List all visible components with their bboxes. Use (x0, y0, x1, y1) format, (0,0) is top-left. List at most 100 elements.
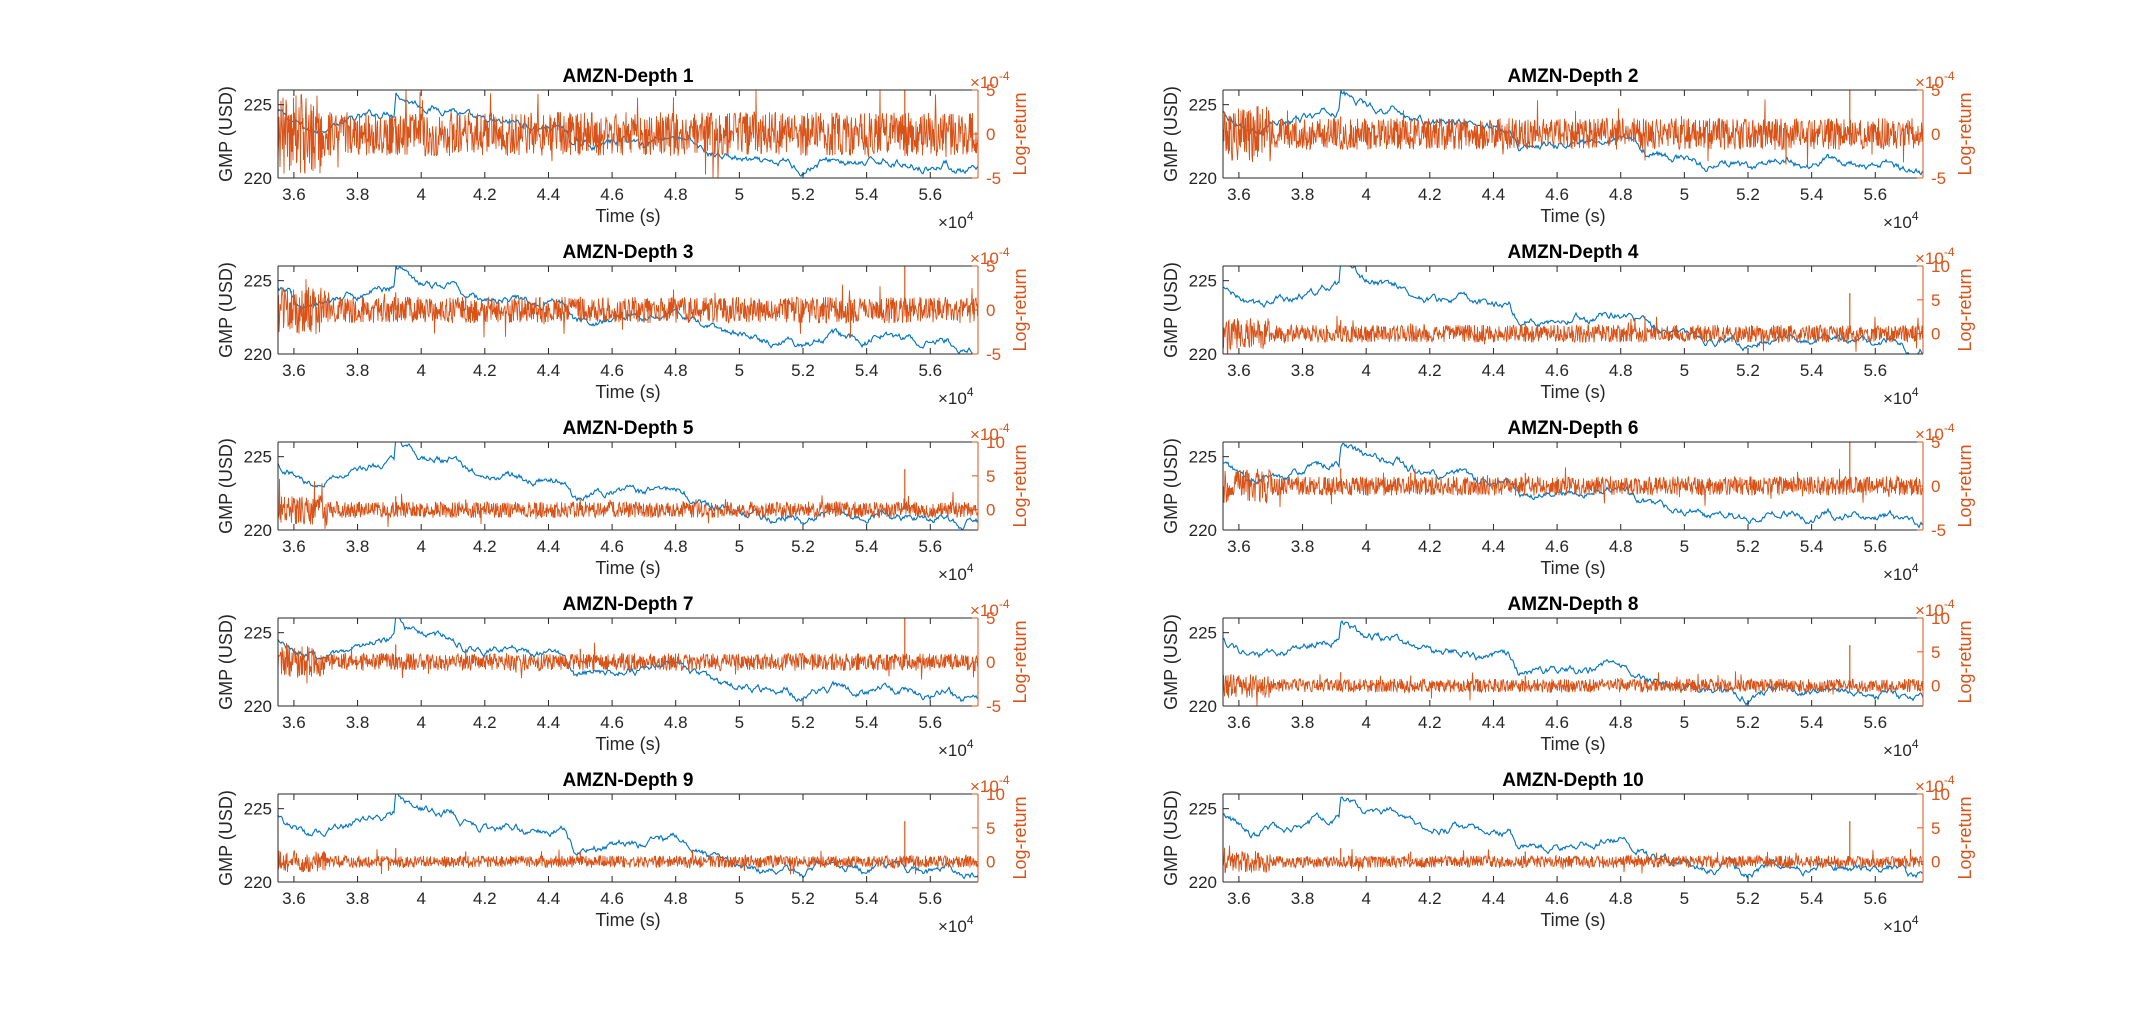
x-tick-label: 5.6 (918, 185, 942, 204)
y-right-multiplier-exp: -4 (999, 245, 1010, 259)
gmp-line (1223, 796, 1923, 879)
x-tick-label: 3.8 (1291, 537, 1315, 556)
x-multiplier-base: ×10 (1883, 917, 1912, 936)
y-right-multiplier-base: ×10 (1915, 249, 1944, 268)
y-right-multiplier-base: ×10 (1915, 425, 1944, 444)
x-multiplier-exp: 4 (1912, 561, 1919, 575)
y-right-tick-label: 5 (986, 257, 995, 276)
x-tick-label: 5 (1680, 185, 1689, 204)
x-multiplier: ×104 (938, 385, 974, 408)
x-tick-label: 5.4 (1800, 185, 1824, 204)
y-right-tick-label: 0 (986, 501, 995, 520)
x-tick-label: 4 (1361, 185, 1370, 204)
x-tick-label: 5.2 (791, 889, 815, 908)
subplot-title: AMZN-Depth 5 (563, 418, 694, 439)
log-return-line (278, 90, 978, 178)
y-left-axis-label: GMP (USD) (1161, 262, 1181, 358)
x-tick-label: 4.4 (537, 713, 561, 732)
x-tick-label: 4.6 (600, 889, 624, 908)
log-return-line (1223, 671, 1923, 706)
y-left-tick-label: 225 (244, 272, 272, 291)
x-tick-label: 5.4 (1800, 361, 1824, 380)
subplot-depth-3: 3.6 3.8 4 4.2 4.4 4.6 4.8 5 5.2 5.4 5.6 220 225 -5 0 5 A… (216, 242, 1030, 408)
x-tick-label: 5.4 (855, 185, 879, 204)
x-multiplier-exp: 4 (1912, 209, 1919, 223)
x-tick-label: 4 (1361, 713, 1370, 732)
x-tick-label: 4.6 (1545, 537, 1569, 556)
x-tick-label: 4.2 (473, 185, 497, 204)
x-multiplier-base: ×10 (938, 565, 967, 584)
y-right-multiplier-exp: -4 (1944, 773, 1955, 787)
x-tick-label: 4.8 (664, 713, 688, 732)
x-axis-label: Time (s) (1540, 910, 1605, 930)
y-right-tick-label: 5 (1931, 819, 1940, 838)
x-tick-label: 5.4 (855, 713, 879, 732)
y-right-tick-label: 10 (1931, 257, 1950, 276)
y-right-tick-label: 0 (1931, 853, 1940, 872)
log-return-line (1223, 845, 1923, 874)
x-tick-label: 5.4 (855, 889, 879, 908)
x-multiplier: ×104 (938, 737, 974, 760)
y-right-multiplier: ×10-4 (1915, 597, 1955, 620)
x-tick-label: 4.4 (537, 889, 561, 908)
subplot-depth-1: 3.6 3.8 4 4.2 4.4 4.6 4.8 5 5.2 5.4 5.6 220 225 -5 0 5 A… (216, 66, 1030, 232)
x-tick-label: 4.4 (1482, 185, 1506, 204)
y-right-tick-label: -5 (986, 697, 1001, 716)
x-tick-label: 4.2 (1418, 537, 1442, 556)
y-right-tick-label: 0 (1931, 325, 1940, 344)
x-tick-label: 4.6 (1545, 713, 1569, 732)
x-axis-label: Time (s) (595, 734, 660, 754)
x-tick-label: 4.6 (1545, 185, 1569, 204)
x-tick-label: 3.6 (282, 185, 306, 204)
x-tick-label: 3.8 (1291, 713, 1315, 732)
x-multiplier: ×104 (1883, 209, 1919, 232)
x-tick-label: 4.2 (473, 713, 497, 732)
x-axis-label: Time (s) (595, 558, 660, 578)
x-multiplier-exp: 4 (967, 209, 974, 223)
y-right-axis-label: Log-return (1955, 620, 1975, 703)
x-tick-label: 4.8 (664, 361, 688, 380)
y-right-tick-label: 10 (1931, 785, 1950, 804)
y-left-tick-label: 225 (1189, 96, 1217, 115)
y-right-multiplier: ×10-4 (1915, 773, 1955, 796)
y-right-multiplier: ×10-4 (1915, 245, 1955, 268)
y-left-axis-label: GMP (USD) (1161, 790, 1181, 886)
y-right-multiplier: ×10-4 (970, 421, 1010, 444)
y-left-tick-label: 225 (1189, 800, 1217, 819)
x-tick-label: 4.6 (600, 713, 624, 732)
x-multiplier-base: ×10 (1883, 741, 1912, 760)
x-multiplier-base: ×10 (938, 213, 967, 232)
subplot-title: AMZN-Depth 7 (563, 594, 694, 615)
x-tick-label: 5.2 (1736, 185, 1760, 204)
y-right-multiplier-base: ×10 (970, 601, 999, 620)
x-tick-label: 3.8 (1291, 361, 1315, 380)
log-return-line (1223, 99, 1923, 167)
y-right-multiplier-base: ×10 (970, 425, 999, 444)
x-tick-label: 5 (735, 713, 744, 732)
y-right-multiplier-exp: -4 (999, 773, 1010, 787)
y-right-multiplier: ×10-4 (1915, 69, 1955, 92)
x-tick-label: 3.6 (282, 713, 306, 732)
subplot-depth-4: 3.6 3.8 4 4.2 4.4 4.6 4.8 5 5.2 5.4 5.6 220 225 0 5 10 A… (1161, 242, 1975, 408)
x-tick-label: 5.2 (791, 713, 815, 732)
x-tick-label: 3.6 (282, 361, 306, 380)
y-left-tick-label: 220 (244, 873, 272, 892)
x-tick-label: 5.4 (855, 537, 879, 556)
y-right-tick-label: 5 (1931, 433, 1940, 452)
subplot-depth-8: 3.6 3.8 4 4.2 4.4 4.6 4.8 5 5.2 5.4 5.6 220 225 0 5 10 A… (1161, 594, 1975, 760)
x-tick-label: 4.2 (1418, 361, 1442, 380)
subplot-depth-5: 3.6 3.8 4 4.2 4.4 4.6 4.8 5 5.2 5.4 5.6 220 225 0 5 10 A… (216, 418, 1030, 584)
y-right-multiplier-exp: -4 (1944, 597, 1955, 611)
x-multiplier: ×104 (938, 913, 974, 936)
y-right-tick-label: 0 (986, 125, 995, 144)
y-left-tick-label: 220 (1189, 345, 1217, 364)
y-left-tick-label: 225 (1189, 272, 1217, 291)
y-right-tick-label: 0 (986, 301, 995, 320)
y-right-tick-label: 5 (986, 467, 995, 486)
x-tick-label: 4 (1361, 537, 1370, 556)
x-tick-label: 3.6 (1227, 889, 1251, 908)
x-multiplier-base: ×10 (1883, 213, 1912, 232)
log-return-line (1223, 315, 1923, 354)
y-right-multiplier-base: ×10 (1915, 601, 1944, 620)
